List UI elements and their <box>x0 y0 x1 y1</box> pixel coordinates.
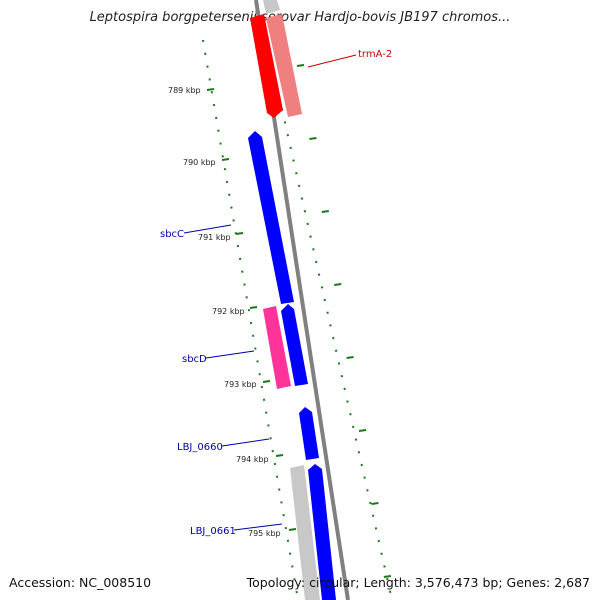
outer-tick-mark <box>383 575 392 578</box>
gene-label-sbcD[interactable]: sbcD <box>182 354 207 365</box>
tick-label-794: 794 kbp <box>236 455 269 464</box>
gene-label-LBJ_0660[interactable]: LBJ_0660 <box>177 442 223 453</box>
gene-sbcD[interactable] <box>281 304 308 386</box>
tick-label-791: 791 kbp <box>198 233 231 242</box>
accession-text: Accession: NC_008510 <box>9 575 152 590</box>
gene-LBJ_0660[interactable] <box>299 407 319 460</box>
tick-label-792: 792 kbp <box>212 307 245 316</box>
gene-trmA-2[interactable] <box>250 14 283 118</box>
gene-LBJ_0661[interactable] <box>308 464 336 600</box>
tick-mark-791 <box>235 232 244 235</box>
gene-pink[interactable] <box>263 306 291 389</box>
dotted-ring-outer <box>261 19 393 600</box>
tick-mark-789 <box>206 88 215 91</box>
leader-LBJ_0660 <box>221 438 270 447</box>
gene-sbcC[interactable] <box>248 131 294 304</box>
tick-label-795: 795 kbp <box>248 529 281 538</box>
tick-mark-793 <box>262 380 271 383</box>
leader-sbcD <box>205 350 255 359</box>
topology-summary: Topology: circular; Length: 3,576,473 bp… <box>246 575 590 590</box>
leader-sbcC <box>183 224 232 234</box>
outer-tick-mark <box>334 283 342 286</box>
gene-label-sbcC[interactable]: sbcC <box>160 229 184 240</box>
outer-tick-marks <box>296 64 392 578</box>
tick-label-789: 789 kbp <box>168 86 201 95</box>
tick-label-793: 793 kbp <box>224 380 257 389</box>
outer-tick-mark <box>309 137 317 140</box>
tick-mark-792 <box>249 306 258 309</box>
tick-label-790: 790 kbp <box>183 158 216 167</box>
gene-grey-top <box>263 0 280 14</box>
outer-tick-mark <box>321 210 329 213</box>
leader-LBJ_0661 <box>233 523 283 531</box>
leader-trmA-2 <box>307 54 357 68</box>
tick-mark-794 <box>275 454 284 457</box>
outer-tick-mark <box>296 64 305 67</box>
gene-label-trmA-2[interactable]: trmA-2 <box>358 49 392 60</box>
outer-tick-mark <box>346 356 354 359</box>
tick-mark-795 <box>288 528 297 531</box>
tick-mark-790 <box>221 158 230 161</box>
outer-tick-mark <box>371 502 379 505</box>
gene-label-LBJ_0661[interactable]: LBJ_0661 <box>190 526 236 537</box>
tick-marks <box>206 88 297 531</box>
outer-tick-mark <box>358 429 367 432</box>
gene-grey[interactable] <box>290 465 320 600</box>
map-title: Leptospira borgpetersenii serovar Hardjo… <box>89 10 511 25</box>
gene-trmA-2-light[interactable] <box>266 14 302 117</box>
